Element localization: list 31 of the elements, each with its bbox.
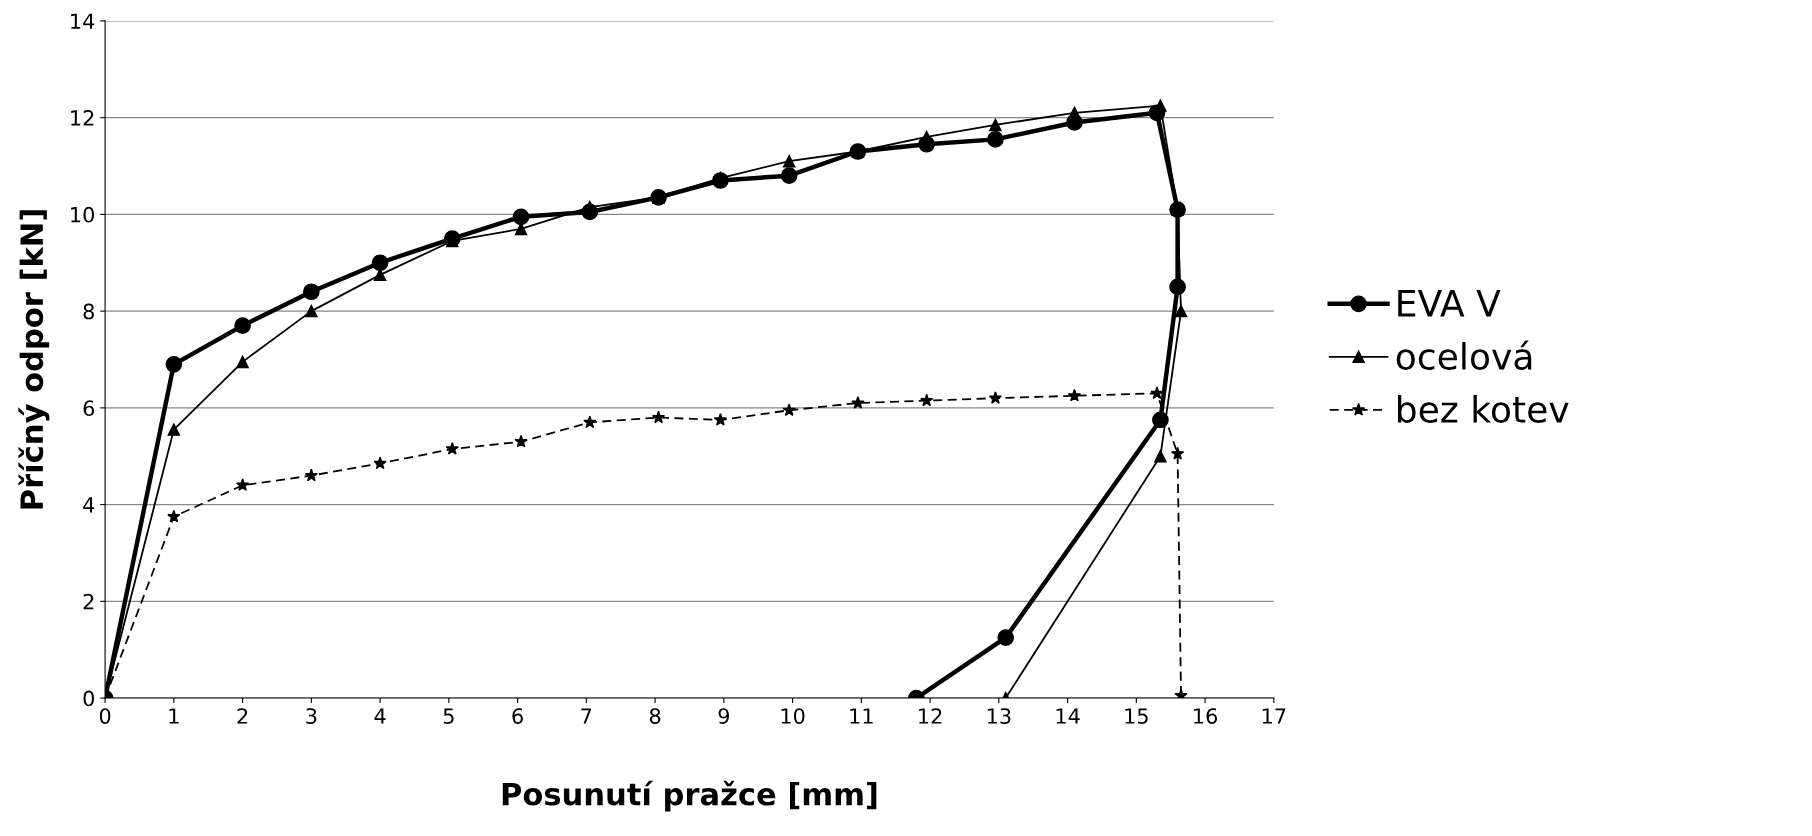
x-tick-label: 9 [718,708,729,724]
y-tick-label: 0 [83,690,94,707]
y-tick-label: 4 [83,497,95,513]
x-tick-label: 3 [306,708,317,724]
x-tick-label: 7 [581,708,592,724]
x-tick-label: 13 [987,708,1011,724]
legend-label: ocelová [1396,340,1532,370]
x-tick-label: 5 [443,708,454,724]
x-tick-label: 12 [919,708,942,724]
y-tick-label: 12 [71,110,94,126]
legend-label: EVA V [1398,290,1501,317]
x-tick-label: 1 [169,708,179,724]
y-tick-label: 14 [71,13,95,29]
x-tick-label: 2 [237,708,248,724]
y-tick-label: 6 [83,400,95,417]
y-axis-title: Příčný odpor [kN] [18,210,50,509]
y-tick-label: 8 [83,303,94,320]
x-tick-label: 8 [649,708,661,724]
x-tick-label: 11 [850,708,873,724]
x-tick-label: 17 [1262,708,1286,724]
y-tick-label: 2 [83,593,94,610]
legend-label: bez kotev [1397,395,1569,423]
x-tick-label: 4 [374,708,386,724]
y-tick-label: 10 [71,206,94,223]
x-tick-label: 10 [781,708,805,724]
x-tick-label: 14 [1056,708,1080,724]
x-tick-label: 16 [1194,708,1218,724]
x-tick-label: 0 [99,708,111,724]
x-tick-label: 6 [512,708,523,724]
x-axis-title: Posunutí pražce [mm] [502,780,877,812]
x-tick-label: 15 [1125,708,1148,724]
